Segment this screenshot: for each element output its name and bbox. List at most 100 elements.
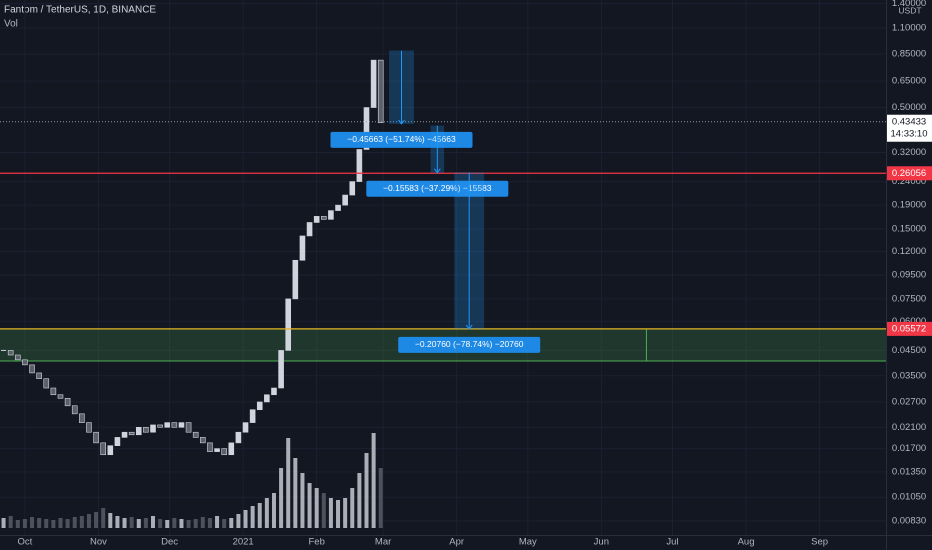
candle <box>363 107 370 150</box>
measure-label: −0.20760 (−78.74%) −20760 <box>415 339 524 349</box>
candle <box>107 445 114 456</box>
volume-bar <box>51 520 56 528</box>
x-tick-label: 2021 <box>233 537 254 548</box>
y-tick-label: 0.01700 <box>892 443 926 454</box>
last-price-tag <box>887 114 932 142</box>
candle <box>349 181 356 196</box>
candle <box>264 394 270 403</box>
y-tick-label: 0.07500 <box>892 293 926 304</box>
candle <box>164 422 171 428</box>
candle <box>256 401 263 411</box>
candle <box>377 59 384 124</box>
volume-bar <box>30 517 35 528</box>
volume-bar <box>94 512 99 528</box>
volume-bar <box>250 506 255 528</box>
candle <box>86 422 92 433</box>
y-tick-label: 0.65000 <box>892 76 926 87</box>
volume-bar <box>293 458 298 528</box>
candle <box>249 409 256 423</box>
y-tick-label: 0.24000 <box>892 176 926 187</box>
volume-bar <box>243 510 248 528</box>
volume-bar <box>172 518 177 528</box>
price-tag-label: 0.05572 <box>892 323 926 334</box>
candle <box>128 431 135 436</box>
volume-bar <box>158 519 163 528</box>
candle <box>192 431 199 438</box>
volume-bar <box>378 468 383 528</box>
candle <box>306 222 313 237</box>
candle <box>64 397 71 407</box>
volume-bar <box>300 473 305 528</box>
volume-bar <box>307 483 312 528</box>
y-tick-label: 0.85000 <box>892 49 926 60</box>
y-tick-label: 1.40000 <box>892 0 926 9</box>
x-tick-label: Jul <box>666 537 678 548</box>
candle <box>214 448 220 452</box>
y-tick-label: 0.32000 <box>892 147 926 158</box>
candle <box>200 437 206 444</box>
y-tick-label: 0.04500 <box>892 345 926 356</box>
measure-label-box <box>366 180 509 197</box>
symbol-title[interactable]: Fantom / TetherUS, 1D, BINANCE <box>4 5 156 16</box>
volume-bar <box>8 516 13 528</box>
measure-arrowhead <box>398 119 405 125</box>
candle <box>242 422 249 433</box>
volume-bar <box>257 503 262 528</box>
candle <box>171 422 178 428</box>
candle <box>157 424 163 428</box>
candle <box>7 350 14 356</box>
volume-bar <box>58 518 63 528</box>
measure-label: −0.15583 (−37.29%) −15583 <box>383 183 492 193</box>
y-tick-label: 0.15000 <box>892 223 926 234</box>
volume-bar <box>44 519 49 528</box>
y-tick-label: 0.09500 <box>892 270 926 281</box>
volume-bar <box>357 473 362 528</box>
candle <box>235 431 242 444</box>
x-tick-label: Aug <box>738 537 755 548</box>
candle <box>100 442 106 456</box>
y-tick-label: 0.02100 <box>892 422 926 433</box>
candle <box>79 413 85 423</box>
candle <box>207 442 213 452</box>
last-price-label: 0.43433 <box>892 116 926 127</box>
volume-bar <box>1 518 6 528</box>
price-tag <box>887 321 932 336</box>
volume-bar <box>15 520 20 528</box>
y-tick-label: 0.19000 <box>892 200 926 211</box>
candle <box>29 364 35 374</box>
volume-bar <box>364 453 369 528</box>
candle <box>320 216 327 220</box>
candle <box>1 349 7 351</box>
x-tick-label: Oct <box>18 537 33 548</box>
x-tick-label: Feb <box>308 537 324 548</box>
candle <box>121 431 128 438</box>
candle <box>57 394 64 399</box>
y-tick-label: 1.10000 <box>892 23 926 34</box>
volume-bar <box>86 514 91 528</box>
volume-bar <box>314 488 319 528</box>
price-tag <box>887 166 932 181</box>
y-tick-label: 0.00830 <box>892 515 926 526</box>
price-tag-label: 0.26056 <box>892 168 926 179</box>
candle <box>93 431 99 444</box>
volume-bar <box>279 468 284 528</box>
volume-bar <box>321 493 326 528</box>
measure-arrowhead <box>433 168 441 174</box>
candle <box>71 405 78 415</box>
volume-bar <box>108 513 113 528</box>
candle <box>292 259 299 300</box>
volume-bar <box>101 508 106 528</box>
candle <box>178 422 185 428</box>
volume-bar <box>37 518 42 528</box>
volume-bar <box>264 498 269 528</box>
candle <box>135 427 142 436</box>
volume-bar <box>186 520 191 528</box>
candle <box>342 194 348 206</box>
volume-bar <box>193 519 198 528</box>
candle <box>150 424 156 433</box>
volume-bar <box>271 493 276 528</box>
candle <box>285 298 292 351</box>
y-tick-label: 0.01350 <box>892 466 926 477</box>
candle <box>370 59 377 108</box>
